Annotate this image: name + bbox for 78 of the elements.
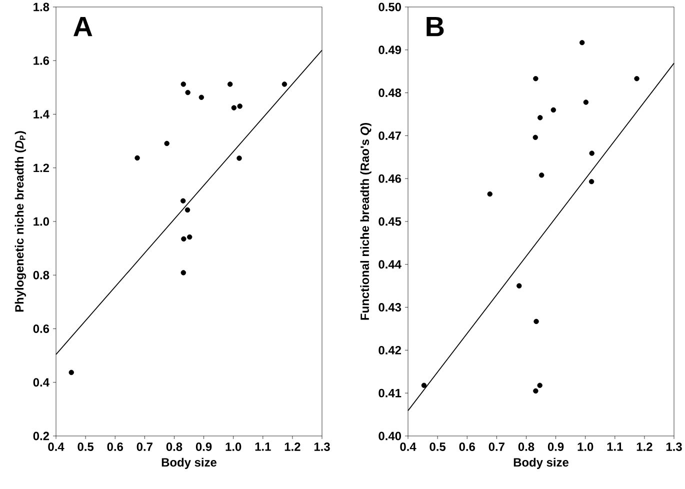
- x-tick-label: 1.0: [578, 442, 594, 451]
- point: [634, 76, 640, 82]
- y-tick-label: 0.40: [378, 432, 401, 440]
- point: [533, 388, 538, 394]
- point: [68, 370, 74, 376]
- point: [227, 82, 233, 87]
- y-axis-title: Phylogenetic niche breadth (D$_{P}$): [14, 131, 26, 312]
- x-tick-label: 0.5: [430, 442, 446, 451]
- x-tick-label: 1.0: [226, 442, 242, 451]
- y-tick-label: 0.42: [378, 346, 402, 354]
- point: [282, 82, 288, 87]
- x-tick-label: 0.9: [548, 442, 564, 451]
- point: [534, 318, 539, 324]
- annotation: B: [426, 16, 444, 36]
- annotation: A: [74, 16, 92, 36]
- x-tick-label: 1.1: [255, 442, 271, 451]
- y-tick-label: 1.2: [34, 164, 50, 172]
- point: [180, 82, 186, 87]
- point: [537, 382, 542, 388]
- point: [134, 155, 140, 161]
- x-tick-label: 0.9: [196, 442, 212, 451]
- x-tick-label: 0.6: [107, 442, 123, 451]
- y-tick-label: 0.49: [378, 46, 402, 54]
- x-tick-label: 1.2: [284, 442, 300, 451]
- point: [180, 270, 186, 276]
- point: [533, 76, 538, 82]
- y-tick-label: 0.41: [378, 388, 402, 398]
- y-tick-label: 0.43: [378, 303, 402, 312]
- x-tick-label: 0.7: [488, 442, 504, 451]
- point: [532, 134, 538, 140]
- y-tick-label: 1.8: [34, 2, 50, 12]
- point: [180, 198, 186, 204]
- x-tick-label: 1.1: [607, 442, 623, 451]
- point: [181, 236, 186, 242]
- y-tick-label: 0.44: [378, 260, 402, 269]
- y-tick-label: 0.47: [378, 131, 401, 140]
- point: [421, 382, 427, 388]
- y-tick-label: 0.46: [378, 174, 402, 183]
- y-axis-title: Functional niche breadth (Rao's Q): [360, 123, 372, 320]
- point: [198, 94, 204, 100]
- x-tick-label: 0.7: [136, 442, 152, 451]
- y-tick-label: 1.6: [34, 56, 50, 65]
- point: [164, 140, 170, 146]
- point: [185, 90, 190, 96]
- point: [589, 150, 594, 156]
- x-tick-label: 0.5: [78, 442, 94, 451]
- y-tick-label: 1.4: [34, 110, 50, 118]
- y-tick-label: 0.48: [378, 88, 402, 98]
- point: [583, 100, 589, 105]
- x-axis-title: Body size: [514, 458, 568, 469]
- x-tick-label: 1.2: [636, 442, 652, 451]
- point: [516, 283, 522, 288]
- y-tick-label: 0.2: [33, 432, 50, 440]
- x-tick-label: 0.8: [166, 442, 182, 451]
- point: [237, 104, 242, 109]
- point: [579, 40, 585, 46]
- x-tick-label: 1.3: [314, 442, 330, 451]
- x-tick-label: 1.3: [666, 442, 682, 451]
- x-axis-title: Body size: [162, 458, 216, 469]
- point: [187, 234, 192, 240]
- point: [184, 207, 190, 213]
- x-tick-label: 0.6: [459, 442, 475, 451]
- y-tick-label: 0.8: [33, 270, 50, 280]
- x-tick-label: 0.4: [400, 442, 416, 451]
- point: [539, 172, 544, 178]
- point: [550, 107, 556, 113]
- y-tick-label: 0.50: [378, 2, 401, 12]
- x-tick-label: 0.4: [48, 442, 64, 451]
- point: [538, 115, 543, 120]
- y-tick-label: 1.0: [34, 217, 49, 226]
- point: [487, 191, 492, 197]
- y-tick-label: 0.6: [33, 324, 50, 333]
- point: [588, 178, 594, 184]
- point: [231, 105, 237, 110]
- point: [236, 156, 242, 161]
- y-tick-label: 0.4: [33, 378, 50, 387]
- y-tick-label: 0.45: [378, 217, 402, 226]
- x-tick-label: 0.8: [518, 442, 534, 451]
